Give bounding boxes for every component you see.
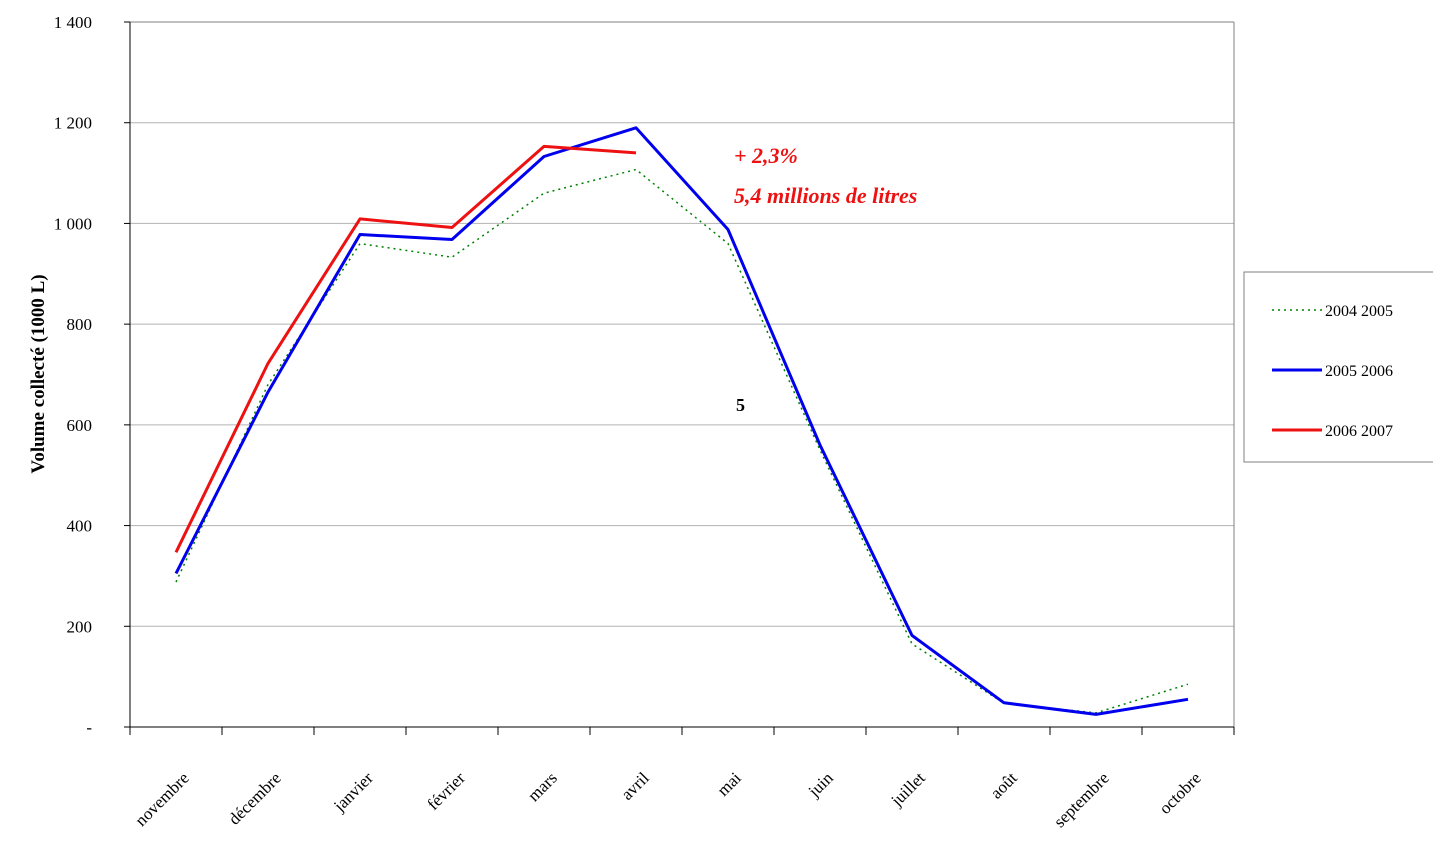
x-tick-label: mars <box>524 768 561 805</box>
x-tick-label: octobre <box>1155 768 1204 817</box>
y-tick-label: 600 <box>67 416 93 435</box>
annotation-volume: 5,4 millions de litres <box>734 183 917 208</box>
x-tick-label: janvier <box>329 768 377 816</box>
y-axis: - 200 400 600 800 1 000 1 200 1 400 <box>54 13 130 737</box>
y-tick-label: 1 200 <box>54 114 92 133</box>
series-line-2004-2005 <box>175 168 1189 714</box>
x-tick-label: avril <box>617 768 653 804</box>
y-axis-title: Volume collecté (1000 L) <box>28 274 49 473</box>
x-axis: novembre décembre janvier février mars avril m… <box>129 727 1235 831</box>
legend-label-2004-2005: 2004 2005 <box>1325 303 1393 320</box>
x-tick-label: novembre <box>131 768 193 830</box>
y-tick-label: - <box>86 718 92 737</box>
y-tick-label: 1 000 <box>54 214 92 233</box>
legend: 2004 2005 2005 2006 2006 2007 <box>1243 271 1433 463</box>
plot-area <box>129 21 1235 728</box>
annotation-fragment: 5 <box>736 395 745 415</box>
gridlines <box>130 21 1234 627</box>
x-tick-label: août <box>987 768 1021 802</box>
legend-label-2005-2006: 2005 2006 <box>1325 363 1393 380</box>
y-tick-label: 800 <box>67 315 93 334</box>
legend-label-2006-2007: 2006 2007 <box>1325 423 1393 440</box>
series-line-2006-2007 <box>174 144 637 553</box>
x-tick-label: juillet <box>887 768 929 810</box>
annotation-percent: + 2,3% <box>734 143 798 168</box>
x-tick-label: décembre <box>225 768 285 828</box>
x-tick-label: février <box>423 768 469 814</box>
x-tick-label: juin <box>804 768 837 801</box>
series-line-2005-2006 <box>174 126 1189 716</box>
y-tick-label: 400 <box>67 517 93 536</box>
y-tick-label: 1 400 <box>54 13 92 32</box>
y-tick-label: 200 <box>67 617 93 636</box>
x-tick-label: septembre <box>1050 768 1113 831</box>
x-tick-label: mai <box>713 768 745 800</box>
series-lines <box>174 126 1189 716</box>
